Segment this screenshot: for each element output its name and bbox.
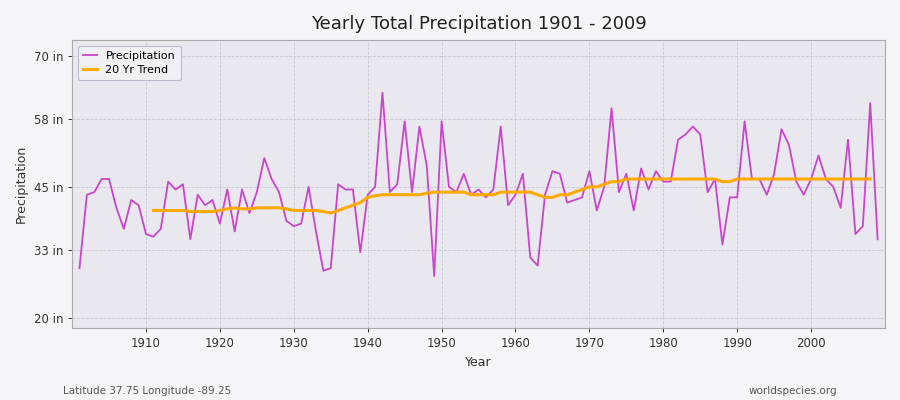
X-axis label: Year: Year bbox=[465, 356, 492, 369]
20 Yr Trend bbox=[607, 179, 617, 184]
Precipitation bbox=[296, 221, 307, 226]
Precipitation bbox=[525, 255, 535, 260]
Y-axis label: Precipitation: Precipitation bbox=[15, 145, 28, 223]
Precipitation bbox=[377, 90, 388, 95]
Precipitation bbox=[428, 274, 439, 278]
Line: 20 Yr Trend: 20 Yr Trend bbox=[153, 179, 870, 213]
Precipitation bbox=[340, 187, 351, 192]
20 Yr Trend bbox=[495, 190, 506, 194]
Text: worldspecies.org: worldspecies.org bbox=[749, 386, 837, 396]
20 Yr Trend bbox=[325, 211, 336, 216]
20 Yr Trend bbox=[621, 177, 632, 182]
20 Yr Trend bbox=[207, 209, 218, 214]
Legend: Precipitation, 20 Yr Trend: Precipitation, 20 Yr Trend bbox=[77, 46, 181, 80]
20 Yr Trend bbox=[709, 177, 720, 182]
Precipitation bbox=[872, 237, 883, 242]
20 Yr Trend bbox=[193, 209, 203, 214]
Line: Precipitation: Precipitation bbox=[79, 92, 878, 276]
Title: Yearly Total Precipitation 1901 - 2009: Yearly Total Precipitation 1901 - 2009 bbox=[310, 15, 646, 33]
20 Yr Trend bbox=[865, 177, 876, 182]
Precipitation bbox=[133, 203, 144, 208]
20 Yr Trend bbox=[554, 192, 565, 197]
Precipitation bbox=[74, 266, 85, 270]
20 Yr Trend bbox=[148, 208, 158, 213]
Precipitation bbox=[614, 190, 625, 194]
Precipitation bbox=[518, 171, 528, 176]
Text: Latitude 37.75 Longitude -89.25: Latitude 37.75 Longitude -89.25 bbox=[63, 386, 231, 396]
